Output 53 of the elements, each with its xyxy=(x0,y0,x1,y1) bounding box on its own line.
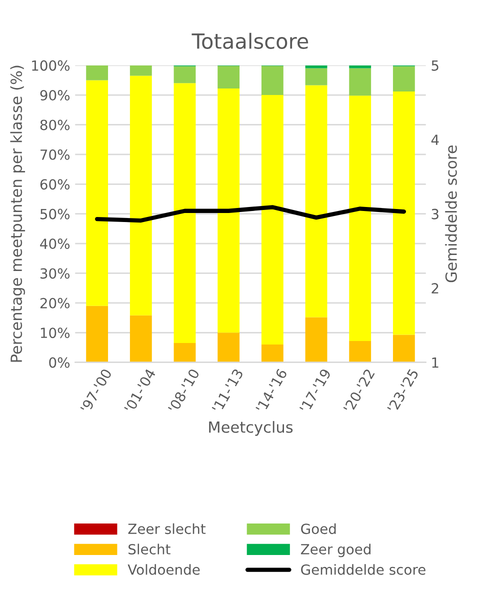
bar xyxy=(305,65,328,68)
y2-tick-label: 1 xyxy=(432,357,438,368)
y-tick-label: 40% xyxy=(40,238,70,250)
chart-title: Totaalscore xyxy=(192,32,308,49)
bar xyxy=(305,68,328,86)
bar xyxy=(392,91,415,335)
bar xyxy=(86,65,108,80)
y-tick-label: 0% xyxy=(49,357,70,368)
legend-label: Slecht xyxy=(128,544,170,554)
y2-tick-label: 4 xyxy=(431,134,439,145)
legend-label: Zeer slecht xyxy=(128,523,206,534)
bar xyxy=(130,315,152,362)
y2-axis-title: Gemiddelde score xyxy=(445,145,457,282)
legend-label: Gemiddelde score xyxy=(301,564,426,575)
bar xyxy=(218,332,240,362)
bar xyxy=(261,344,284,362)
bar xyxy=(130,76,152,316)
legend-label: Voldoende xyxy=(128,564,200,575)
bar xyxy=(174,343,196,362)
bar xyxy=(349,68,372,96)
bar xyxy=(349,340,372,362)
bar xyxy=(174,83,196,344)
y-tick-label: 20% xyxy=(40,298,70,308)
bar xyxy=(349,65,372,68)
y2-tick-label: 5 xyxy=(432,60,438,71)
legend-label: Zeer goed xyxy=(300,544,370,558)
y-axis-title: Percentage meetpunten per klasse (%) xyxy=(10,66,26,362)
bar xyxy=(174,66,196,84)
y2-tick-label: 2 xyxy=(432,283,438,294)
bar xyxy=(218,66,240,89)
y-tick-label: 80% xyxy=(40,120,70,130)
y-tick-label: 10% xyxy=(40,328,70,338)
bar xyxy=(349,96,372,341)
x-axis-title: Meetcyclus xyxy=(209,421,293,436)
line-series xyxy=(94,205,406,223)
y2-tick-label: 3 xyxy=(432,208,438,220)
bar xyxy=(130,65,152,76)
y-tick-label: 30% xyxy=(40,268,70,279)
bar xyxy=(392,334,415,362)
bar xyxy=(261,66,284,96)
bar xyxy=(392,66,415,92)
y-tick-label: 100% xyxy=(32,60,70,71)
y-tick-label: 60% xyxy=(40,179,70,190)
bar xyxy=(86,306,108,362)
bar xyxy=(305,317,328,362)
legend-label: Goed xyxy=(301,523,336,534)
y-tick-label: 70% xyxy=(40,149,70,160)
bar xyxy=(261,95,284,345)
bar xyxy=(305,85,328,318)
y-tick-label: 90% xyxy=(40,90,70,101)
bar xyxy=(218,88,240,333)
y-tick-label: 50% xyxy=(40,208,70,220)
bar xyxy=(86,80,108,306)
